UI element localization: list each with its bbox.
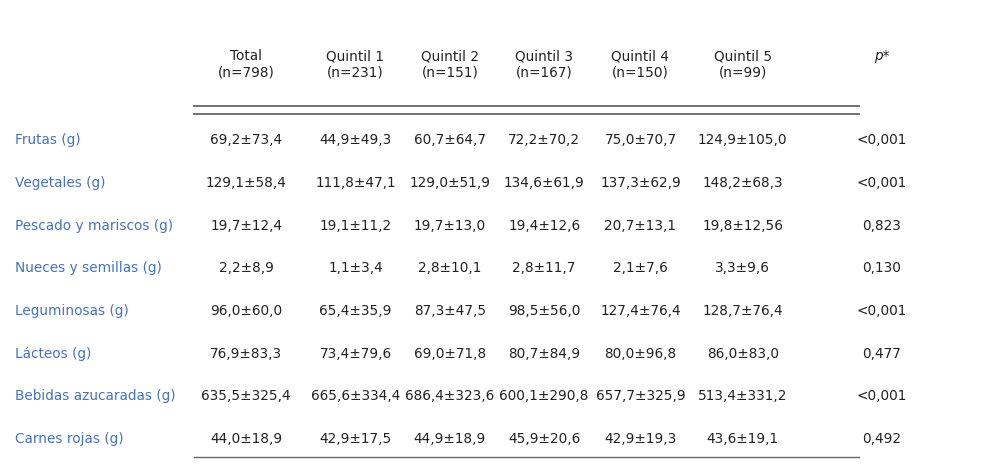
Text: 600,1±290,8: 600,1±290,8 (499, 389, 589, 403)
Text: 111,8±47,1: 111,8±47,1 (315, 176, 396, 190)
Text: 19,7±13,0: 19,7±13,0 (414, 219, 486, 233)
Text: Lácteos (g): Lácteos (g) (15, 347, 91, 361)
Text: 60,7±64,7: 60,7±64,7 (414, 133, 486, 147)
Text: <0,001: <0,001 (857, 389, 907, 403)
Text: Total
(n=798): Total (n=798) (217, 49, 275, 79)
Text: 73,4±79,6: 73,4±79,6 (320, 347, 391, 361)
Text: 42,9±19,3: 42,9±19,3 (605, 432, 676, 446)
Text: Quintil 4
(n=150): Quintil 4 (n=150) (612, 49, 669, 79)
Text: 86,0±83,0: 86,0±83,0 (707, 347, 779, 361)
Text: Carnes rojas (g): Carnes rojas (g) (15, 432, 123, 446)
Text: 44,0±18,9: 44,0±18,9 (211, 432, 282, 446)
Text: 127,4±76,4: 127,4±76,4 (600, 304, 681, 318)
Text: 96,0±60,0: 96,0±60,0 (211, 304, 282, 318)
Text: 124,9±105,0: 124,9±105,0 (698, 133, 787, 147)
Text: 665,6±334,4: 665,6±334,4 (311, 389, 400, 403)
Text: 75,0±70,7: 75,0±70,7 (605, 133, 676, 147)
Text: 3,3±9,6: 3,3±9,6 (715, 262, 771, 275)
Text: 129,1±58,4: 129,1±58,4 (206, 176, 287, 190)
Text: p*: p* (874, 49, 890, 63)
Text: 76,9±83,3: 76,9±83,3 (211, 347, 282, 361)
Text: 44,9±18,9: 44,9±18,9 (414, 432, 486, 446)
Text: Nueces y semillas (g): Nueces y semillas (g) (15, 262, 162, 275)
Text: 1,1±3,4: 1,1±3,4 (328, 262, 383, 275)
Text: <0,001: <0,001 (857, 176, 907, 190)
Text: Quintil 3
(n=167): Quintil 3 (n=167) (515, 49, 573, 79)
Text: 0,823: 0,823 (862, 219, 902, 233)
Text: 80,7±84,9: 80,7±84,9 (508, 347, 580, 361)
Text: 2,2±8,9: 2,2±8,9 (218, 262, 274, 275)
Text: 42,9±17,5: 42,9±17,5 (320, 432, 391, 446)
Text: 635,5±325,4: 635,5±325,4 (202, 389, 291, 403)
Text: 0,477: 0,477 (862, 347, 902, 361)
Text: 45,9±20,6: 45,9±20,6 (508, 432, 580, 446)
Text: 128,7±76,4: 128,7±76,4 (702, 304, 783, 318)
Text: 69,2±73,4: 69,2±73,4 (211, 133, 282, 147)
Text: Vegetales (g): Vegetales (g) (15, 176, 105, 190)
Text: 129,0±51,9: 129,0±51,9 (409, 176, 491, 190)
Text: 72,2±70,2: 72,2±70,2 (508, 133, 580, 147)
Text: <0,001: <0,001 (857, 133, 907, 147)
Text: 20,7±13,1: 20,7±13,1 (605, 219, 676, 233)
Text: 513,4±331,2: 513,4±331,2 (698, 389, 787, 403)
Text: 0,130: 0,130 (862, 262, 902, 275)
Text: 2,8±10,1: 2,8±10,1 (418, 262, 482, 275)
Text: 0,492: 0,492 (862, 432, 902, 446)
Text: Frutas (g): Frutas (g) (15, 133, 80, 147)
Text: 148,2±68,3: 148,2±68,3 (702, 176, 783, 190)
Text: 686,4±323,6: 686,4±323,6 (405, 389, 495, 403)
Text: Leguminosas (g): Leguminosas (g) (15, 304, 129, 318)
Text: 43,6±19,1: 43,6±19,1 (707, 432, 779, 446)
Text: 2,1±7,6: 2,1±7,6 (613, 262, 668, 275)
Text: 19,4±12,6: 19,4±12,6 (508, 219, 580, 233)
Text: 134,6±61,9: 134,6±61,9 (503, 176, 585, 190)
Text: 98,5±56,0: 98,5±56,0 (508, 304, 580, 318)
Text: 2,8±11,7: 2,8±11,7 (512, 262, 576, 275)
Text: 44,9±49,3: 44,9±49,3 (320, 133, 391, 147)
Text: Quintil 1
(n=231): Quintil 1 (n=231) (327, 49, 384, 79)
Text: 80,0±96,8: 80,0±96,8 (605, 347, 676, 361)
Text: Pescado y mariscos (g): Pescado y mariscos (g) (15, 219, 173, 233)
Text: 87,3±47,5: 87,3±47,5 (414, 304, 486, 318)
Text: 19,7±12,4: 19,7±12,4 (211, 219, 282, 233)
Text: Quintil 2
(n=151): Quintil 2 (n=151) (421, 49, 479, 79)
Text: 69,0±71,8: 69,0±71,8 (414, 347, 486, 361)
Text: 657,7±325,9: 657,7±325,9 (596, 389, 685, 403)
Text: <0,001: <0,001 (857, 304, 907, 318)
Text: 137,3±62,9: 137,3±62,9 (600, 176, 681, 190)
Text: 65,4±35,9: 65,4±35,9 (320, 304, 391, 318)
Text: Quintil 5
(n=99): Quintil 5 (n=99) (714, 49, 772, 79)
Text: 19,8±12,56: 19,8±12,56 (702, 219, 783, 233)
Text: 19,1±11,2: 19,1±11,2 (320, 219, 391, 233)
Text: Bebidas azucaradas (g): Bebidas azucaradas (g) (15, 389, 176, 403)
